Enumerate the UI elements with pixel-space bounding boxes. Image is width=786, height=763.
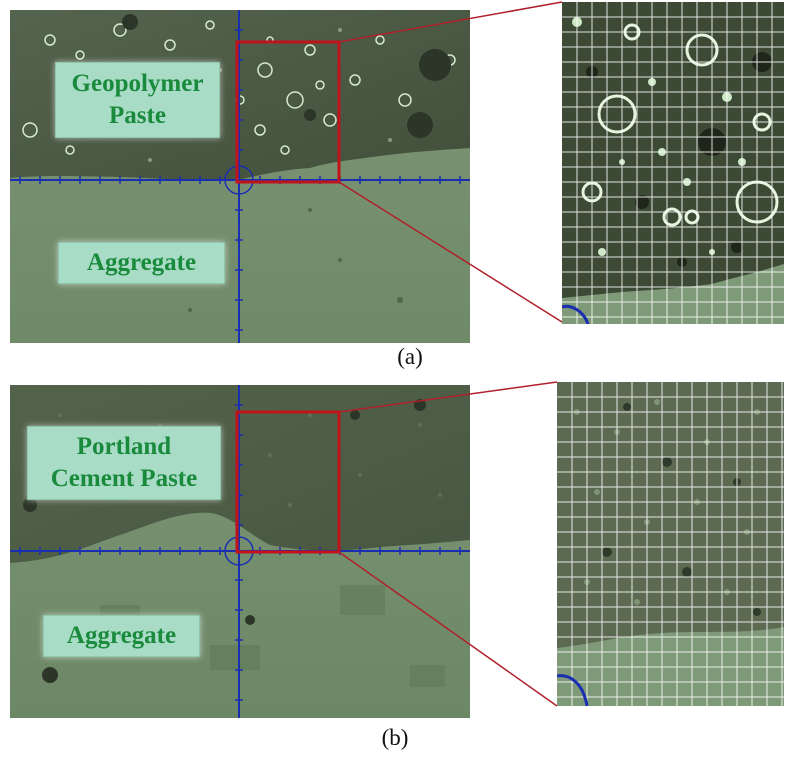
micrograph-geopolymer xyxy=(10,10,470,343)
caption-a: (a) xyxy=(397,344,423,369)
zoomed-view-portland-cement xyxy=(557,382,784,706)
aggregate-label-b: Aggregate xyxy=(43,615,200,657)
portland-cement-paste-label: Portland Cement Paste xyxy=(27,426,221,500)
zoomed-view-geopolymer xyxy=(562,2,784,324)
geopolymer-paste-label: Geopolymer Paste xyxy=(55,62,220,138)
caption-b: (b) xyxy=(381,725,409,750)
aggregate-label-a: Aggregate xyxy=(58,242,225,284)
